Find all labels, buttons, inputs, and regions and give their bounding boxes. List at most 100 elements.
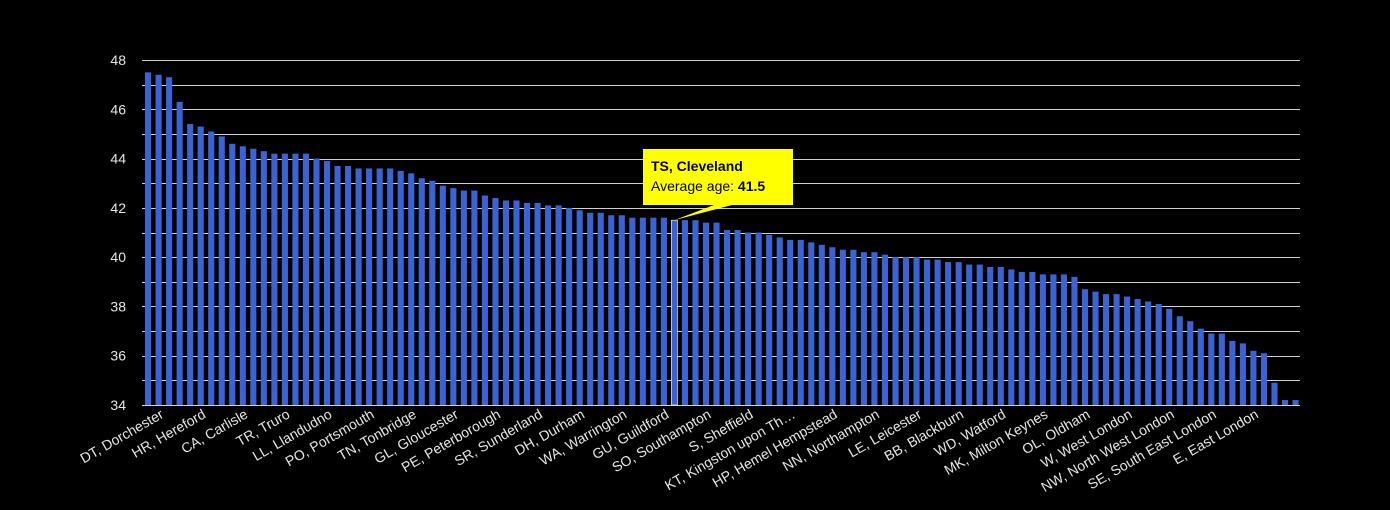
bar	[934, 259, 941, 405]
y-tick-label: 48	[110, 52, 126, 68]
bar	[1018, 271, 1025, 405]
bar	[966, 264, 973, 405]
bar	[829, 247, 836, 405]
bar	[555, 205, 562, 405]
bar	[1166, 308, 1173, 405]
bar	[1281, 400, 1289, 405]
bar	[639, 217, 646, 405]
bar	[1145, 301, 1152, 405]
bar	[1081, 289, 1089, 405]
bar	[250, 148, 257, 405]
bar	[302, 153, 310, 405]
bar	[860, 252, 867, 405]
bar	[1260, 353, 1267, 405]
bar	[1102, 294, 1110, 405]
y-tick-label: 34	[110, 397, 126, 413]
bar	[808, 242, 815, 405]
bar	[471, 190, 478, 405]
bar	[629, 217, 636, 405]
bar	[145, 72, 152, 405]
bar	[692, 220, 699, 405]
bar	[818, 244, 825, 405]
y-tick-label: 38	[110, 298, 126, 314]
bar	[976, 264, 983, 405]
bar	[566, 207, 573, 405]
bar	[766, 234, 773, 405]
bar	[366, 168, 373, 405]
bar	[1039, 274, 1046, 405]
tooltip-body: Average age: 41.5	[651, 176, 785, 196]
bar	[345, 165, 352, 405]
bar	[1250, 350, 1257, 405]
bar	[1071, 276, 1078, 405]
bar	[650, 217, 657, 405]
bar	[387, 168, 394, 405]
bar	[839, 249, 846, 405]
bar	[376, 168, 383, 405]
bar	[576, 210, 583, 405]
bar	[450, 188, 457, 405]
y-tick-label: 42	[110, 200, 126, 216]
bar	[702, 222, 710, 405]
bar	[218, 136, 225, 405]
bar	[734, 230, 741, 405]
bar	[323, 161, 331, 405]
bar	[997, 267, 1004, 405]
bar	[681, 220, 688, 405]
highlight-tooltip: TS, Cleveland Average age: 41.5	[643, 149, 793, 205]
bar	[1187, 321, 1194, 405]
bar	[924, 259, 931, 405]
bar	[1271, 382, 1278, 405]
bar	[429, 180, 436, 405]
bar	[1208, 333, 1215, 405]
bar	[1050, 274, 1057, 405]
bar	[545, 205, 552, 405]
bar	[176, 101, 183, 405]
bar	[355, 168, 362, 405]
bar	[945, 262, 952, 405]
bar	[313, 158, 320, 405]
bar	[1197, 328, 1204, 405]
bar	[1008, 269, 1015, 405]
bar	[987, 267, 994, 405]
bar	[523, 202, 531, 405]
bar	[292, 153, 299, 405]
bar	[460, 190, 467, 405]
bar	[618, 215, 625, 405]
bar	[271, 153, 278, 405]
bar	[502, 200, 510, 405]
bar	[1218, 333, 1225, 405]
bar	[187, 124, 194, 405]
bar	[239, 146, 246, 405]
bar	[1239, 343, 1246, 405]
bar	[1092, 291, 1099, 405]
bar	[850, 249, 857, 405]
bar	[1155, 303, 1162, 405]
bar	[439, 185, 446, 405]
bar	[608, 215, 615, 405]
bar	[713, 222, 720, 405]
bar	[881, 254, 889, 405]
bar	[513, 200, 520, 405]
bar	[724, 230, 731, 405]
y-tick-label: 36	[110, 348, 126, 364]
bar	[197, 126, 204, 405]
bar	[776, 237, 783, 405]
bar	[397, 170, 404, 405]
y-tick-label: 40	[110, 249, 126, 265]
bar	[1060, 274, 1067, 405]
bar	[481, 195, 488, 405]
y-tick-label: 44	[110, 151, 126, 167]
bar	[955, 262, 962, 405]
bar	[892, 257, 899, 405]
bar	[229, 143, 236, 406]
bar	[418, 178, 425, 405]
bar	[534, 202, 541, 405]
bar	[1029, 271, 1036, 405]
highlighted-bar	[671, 219, 678, 406]
bar	[208, 131, 215, 405]
bar	[260, 151, 267, 405]
bar	[281, 153, 288, 405]
bar	[660, 217, 667, 405]
